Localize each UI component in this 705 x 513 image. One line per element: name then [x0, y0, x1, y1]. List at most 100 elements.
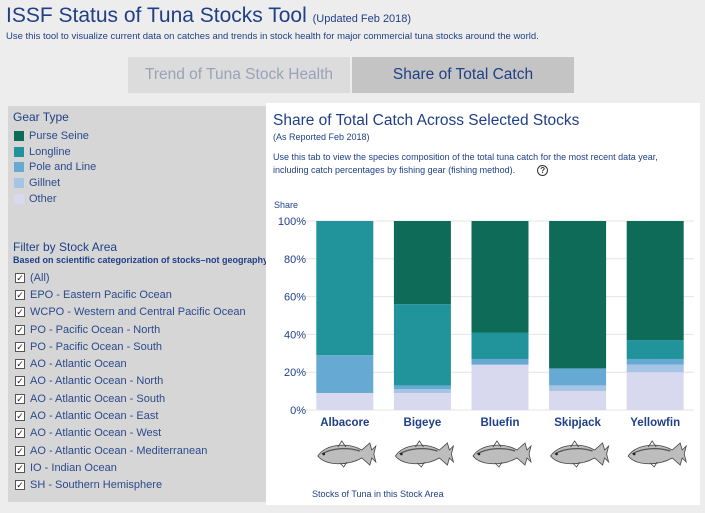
updated-label: (Updated Feb 2018) — [312, 13, 412, 25]
chart-description: Use this tab to view the species composi… — [273, 151, 693, 176]
filter-item-ao-south[interactable]: ✓ AO - Atlantic Ocean - South — [15, 390, 246, 407]
filter-item-all[interactable]: ✓ (All) — [15, 269, 246, 286]
filter-title: Filter by Stock Area — [13, 240, 118, 254]
bar-segment-pole-and-line[interactable] — [549, 368, 607, 386]
bar-segment-purse-seine[interactable] — [549, 221, 607, 369]
question-circle-icon[interactable]: ? — [537, 164, 549, 176]
share-of-catch-chart: 0% 20% 40% 60% 80% 100% Albacore Bigeye Bluefin… — [274, 200, 694, 468]
filter-item-wcpo[interactable]: ✓ WCPO - Western and Central Pacific Ocea… — [15, 304, 246, 321]
tab-share-of-total-catch[interactable]: Share of Total Catch — [352, 57, 574, 93]
bar-segment-pole-and-line[interactable] — [316, 355, 374, 393]
legend-item-purse-seine[interactable]: Purse Seine — [14, 128, 96, 144]
checkbox[interactable]: ✓ — [15, 428, 25, 439]
fish-fins — [570, 440, 580, 468]
x-category-label: Skipjack — [554, 417, 601, 429]
fish-eye — [632, 452, 636, 456]
y-axis-label: Share — [274, 200, 298, 210]
checkbox[interactable]: ✓ — [15, 341, 25, 352]
chart-subtitle: (As Reported Feb 2018) — [273, 132, 370, 142]
filter-item-sh[interactable]: ✓ SH - Southern Hemisphere — [15, 477, 246, 494]
bar-segment-gillnet[interactable] — [393, 389, 451, 393]
filter-item-io[interactable]: ✓ IO - Indian Ocean — [15, 459, 246, 476]
bar-segment-other[interactable] — [393, 392, 451, 410]
bar-segment-pole-and-line[interactable] — [471, 358, 529, 365]
y-tick-labels: 0% 20% 40% 60% 80% 100% — [278, 216, 306, 417]
bar-segment-other[interactable] — [471, 364, 529, 410]
legend-label: Purse Seine — [29, 129, 89, 142]
fish-body — [627, 442, 687, 466]
filter-label: SH - Southern Hemisphere — [30, 479, 163, 492]
checkbox[interactable]: ✓ — [15, 289, 25, 300]
tab-trend-of-tuna-stock-health[interactable]: Trend of Tuna Stock Health — [128, 57, 350, 93]
x-category-label: Bigeye — [404, 417, 442, 429]
bar-segment-pole-and-line[interactable] — [626, 358, 684, 365]
tuna-fish-icon — [627, 440, 687, 468]
filter-item-po-south[interactable]: ✓ PO - Pacific Ocean - South — [15, 338, 246, 355]
bar-segment-purse-seine[interactable] — [471, 221, 529, 333]
tuna-fish-icon — [550, 440, 610, 468]
app-title: ISSF Status of Tuna Stocks Tool (Updated… — [6, 4, 411, 28]
fish-stripe — [399, 448, 438, 455]
bar-segment-purse-seine[interactable] — [626, 221, 684, 341]
chart-description-text: Use this tab to view the species composi… — [273, 152, 658, 175]
filter-label: AO - Atlantic Ocean — [30, 358, 127, 371]
x-category-labels: Albacore Bigeye Bluefin Skipjack Yellowfin — [320, 417, 680, 429]
bar-segment-longline[interactable] — [626, 340, 684, 359]
bar-segment-other[interactable] — [626, 372, 684, 410]
filter-item-ao[interactable]: ✓ AO - Atlantic Ocean — [15, 355, 246, 372]
fish-caption: Stocks of Tuna in this Stock Area — [312, 489, 444, 499]
filter-item-ao-mediterranean[interactable]: ✓ AO - Atlantic Ocean - Mediterranean — [15, 442, 246, 459]
filter-item-ao-north[interactable]: ✓ AO - Atlantic Ocean - North — [15, 373, 246, 390]
fish-icons — [317, 440, 687, 468]
filter-item-ao-east[interactable]: ✓ AO - Atlantic Ocean - East — [15, 407, 246, 424]
fish-eye — [400, 452, 403, 456]
checkbox[interactable]: ✓ — [15, 307, 25, 318]
fish-fins — [337, 440, 348, 468]
filter-label: PO - Pacific Ocean - North — [30, 323, 161, 336]
legend-item-pole-and-line[interactable]: Pole and Line — [14, 160, 96, 176]
bar-segment-other[interactable] — [549, 391, 607, 410]
bar-segment-gillnet[interactable] — [626, 364, 684, 373]
checkbox[interactable]: ✓ — [15, 376, 25, 387]
filter-item-epo[interactable]: ✓ EPO - Eastern Pacific Ocean — [15, 286, 246, 303]
y-tick-label: 0% — [290, 405, 306, 417]
checkbox[interactable]: ✓ — [15, 324, 25, 335]
bar-segment-longline[interactable] — [471, 332, 529, 359]
filter-subtitle: Based on scientific categorization of st… — [13, 255, 269, 265]
checkbox[interactable]: ✓ — [15, 272, 25, 283]
fish-stripe — [476, 448, 516, 455]
checkbox[interactable]: ✓ — [15, 359, 25, 370]
checkbox[interactable]: ✓ — [15, 462, 25, 473]
checkbox[interactable]: ✓ — [15, 445, 25, 456]
bar-segment-gillnet[interactable] — [549, 385, 607, 392]
x-category-label: Albacore — [320, 417, 369, 429]
legend-label: Longline — [29, 145, 71, 158]
legend-item-gillnet[interactable]: Gillnet — [14, 175, 96, 191]
fish-body — [472, 442, 532, 466]
tuna-fish-icon — [394, 440, 455, 468]
fish-fins — [492, 440, 503, 468]
filter-label: AO - Atlantic Ocean - North — [30, 375, 164, 388]
legend-item-other[interactable]: Other — [14, 191, 96, 207]
filter-item-po-north[interactable]: ✓ PO - Pacific Ocean - North — [15, 321, 246, 338]
fish-body — [550, 442, 610, 466]
checkbox[interactable]: ✓ — [15, 411, 25, 422]
fish-body — [317, 442, 377, 466]
legend-swatch — [14, 130, 24, 141]
bar-segment-other[interactable] — [316, 392, 374, 410]
fish-eye — [322, 452, 326, 456]
x-category-label: Bluefin — [481, 417, 520, 429]
filter-label: WCPO - Western and Central Pacific Ocean — [30, 306, 246, 319]
bar-segment-longline[interactable] — [393, 304, 451, 386]
bar-segment-purse-seine[interactable] — [393, 221, 451, 305]
tuna-fish-icon — [317, 440, 377, 468]
bar-segment-pole-and-line[interactable] — [393, 385, 451, 390]
fish-stripe — [631, 448, 671, 455]
fish-fins — [415, 440, 425, 468]
legend-swatch — [14, 194, 24, 205]
checkbox[interactable]: ✓ — [15, 393, 25, 404]
legend-item-longline[interactable]: Longline — [14, 144, 96, 160]
checkbox[interactable]: ✓ — [15, 480, 25, 491]
bar-segment-longline[interactable] — [316, 221, 374, 356]
filter-item-ao-west[interactable]: ✓ AO - Atlantic Ocean - West — [15, 425, 246, 442]
